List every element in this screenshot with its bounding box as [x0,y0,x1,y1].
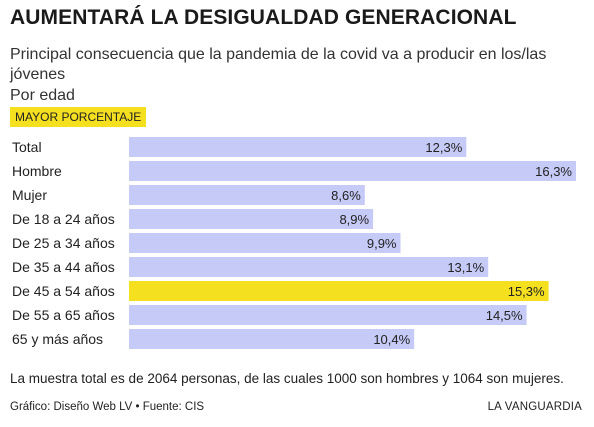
category-label: 65 y más años [12,331,103,347]
source-credit: Gráfico: Diseño Web LV • Fuente: CIS [10,401,205,413]
category-label: Total [12,139,42,155]
bar-value-label: 14,5% [486,308,523,323]
bar-value-label: 12,3% [425,140,462,155]
bar [129,185,365,205]
chart-title: AUMENTARÁ LA DESIGUALDAD GENERACIONAL [10,6,517,29]
bar-value-label: 9,9% [367,236,397,251]
category-label: De 18 a 24 años [12,211,115,227]
bar [129,233,401,253]
bar [129,257,489,277]
category-label: De 25 a 34 años [12,235,115,251]
chart-subtitle: Principal consecuencia que la pandemia d… [10,46,547,83]
bar-value-label: 10,4% [373,332,410,347]
bar [129,161,576,181]
bar-value-label: 15,3% [508,284,545,299]
publisher-brand: LA VANGUARDIA [487,401,582,413]
bar-value-label: 8,9% [339,212,369,227]
bar-highlighted [129,281,549,301]
category-label: De 45 a 54 años [12,283,115,299]
category-label: De 55 a 65 años [12,307,115,323]
category-label: Mujer [12,187,47,203]
highlight-legend-badge: MAYOR PORCENTAJE [10,107,147,127]
bar [129,137,467,157]
sample-note: La muestra total es de 2064 personas, de… [10,371,564,386]
category-label: Hombre [12,163,62,179]
bar-value-label: 13,1% [447,260,484,275]
bar-value-label: 16,3% [535,164,572,179]
chart-subtitle-grouping: Por edad [10,87,75,104]
bar-chart: Total 12,3% Hombre 16,3% Mujer 8,6% De 18 a 24… [12,137,576,349]
category-label: De 35 a 44 años [12,259,115,275]
bar [129,305,527,325]
bar [129,209,374,229]
bar [129,329,415,349]
bar-value-label: 8,6% [331,188,361,203]
